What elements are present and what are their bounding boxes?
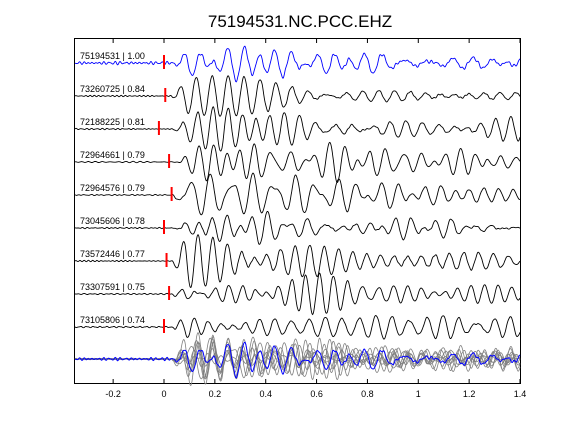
x-tick-label: 0.2 — [209, 389, 222, 399]
trace-waveform — [75, 141, 521, 184]
overlay-stack — [74, 332, 521, 386]
trace-label: 72964576 | 0.79 — [80, 183, 145, 193]
trace-waveform — [74, 272, 521, 316]
trace-label: 73307591 | 0.75 — [80, 282, 145, 292]
trace-waveform — [74, 106, 521, 152]
x-tick-label: -0.2 — [105, 389, 121, 399]
x-tick-label: 1.2 — [463, 389, 476, 399]
x-tick-label: 0 — [161, 389, 166, 399]
x-tick-label: 1 — [416, 389, 421, 399]
trace-label: 73260725 | 0.84 — [80, 84, 145, 94]
trace-label: 75194531 | 1.00 — [80, 51, 145, 61]
trace-label: 72188225 | 0.81 — [80, 117, 145, 127]
trace-waveform — [74, 315, 521, 340]
trace-label: 73045606 | 0.78 — [80, 216, 145, 226]
x-tick-label: 1.4 — [514, 389, 527, 399]
trace-label: 72964661 | 0.79 — [80, 150, 145, 160]
traces-group: 75194531 | 1.00 73260725 | 0.84 72188225 |… — [74, 45, 521, 340]
plot-area — [74, 38, 521, 384]
trace-waveform — [74, 234, 521, 288]
trace-label: 73105806 | 0.74 — [80, 315, 145, 325]
x-tick-label: 0.4 — [259, 389, 272, 399]
x-tick-label: 0.8 — [361, 389, 374, 399]
overlay-trace — [74, 337, 521, 381]
x-axis: -0.2 0 0.2 0.4 0.6 0.8 1 1.2 1.4 — [105, 39, 526, 399]
trace-label: 73572446 | 0.77 — [80, 249, 145, 259]
chart-title: 75194531.NC.PCC.EHZ — [208, 12, 392, 31]
trace-waveform — [74, 211, 521, 245]
trace-waveform — [74, 74, 521, 117]
overlay-reference-trace — [74, 341, 521, 379]
trace-waveform — [74, 172, 520, 216]
trace-waveform — [74, 45, 521, 83]
x-tick-label: 0.6 — [310, 389, 323, 399]
